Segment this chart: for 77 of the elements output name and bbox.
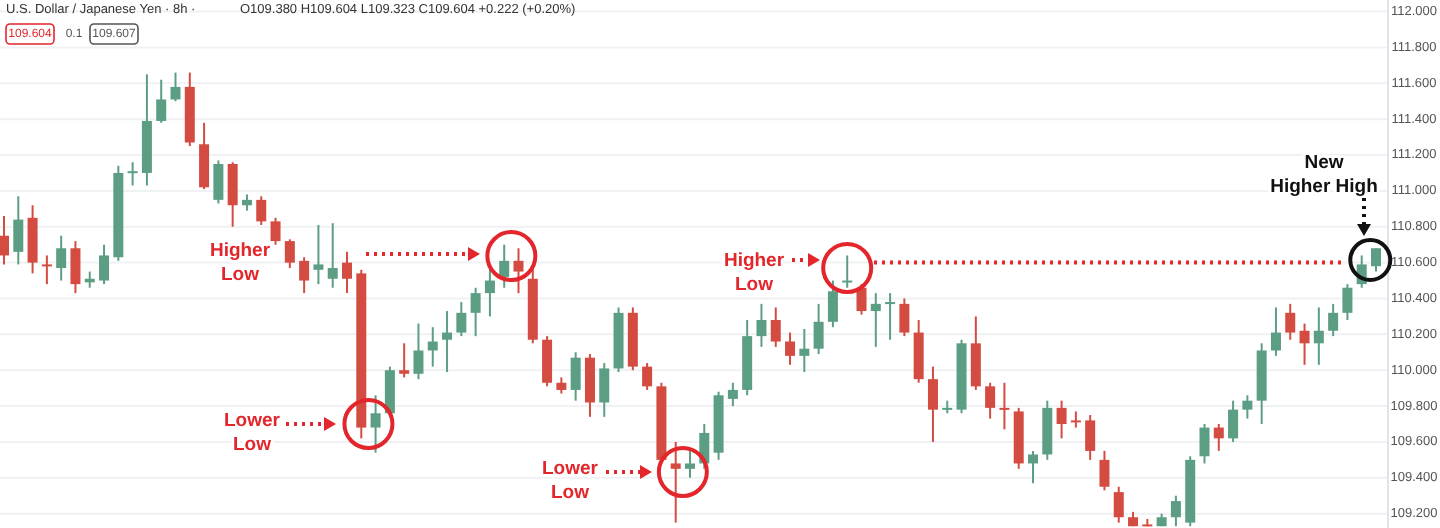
candlestick (785, 331, 796, 366)
candlestick (299, 256, 310, 295)
annotation: Lower Low (224, 410, 281, 456)
candlestick (213, 159, 224, 205)
candlestick (813, 302, 824, 356)
candlestick (770, 306, 781, 348)
candlestick (456, 301, 467, 338)
candlestick (885, 292, 896, 341)
candlestick (1070, 410, 1081, 429)
candlestick (570, 351, 581, 402)
candlestick (1371, 247, 1381, 273)
candlestick (1228, 399, 1239, 443)
candlestick (342, 250, 352, 295)
candlestick (870, 292, 881, 348)
candlestick (227, 161, 238, 228)
annotation: New Higher High (1270, 152, 1379, 198)
candlestick (1242, 394, 1253, 420)
candlestick (842, 254, 853, 289)
candlestick (1313, 306, 1324, 366)
candlestick (685, 449, 695, 479)
candlestick (827, 279, 838, 329)
annotation: Higher Low (723, 250, 785, 296)
annotation: Higher Low (209, 240, 271, 286)
candlestick (199, 121, 210, 191)
candlestick (1270, 306, 1281, 357)
candlestick (970, 315, 981, 391)
candlestick (1299, 322, 1310, 366)
candlestick (1170, 494, 1181, 528)
candlestick (985, 381, 996, 420)
candlestick (270, 216, 281, 246)
candlestick (1328, 302, 1339, 338)
candlestick (642, 362, 653, 391)
candlestick (470, 286, 481, 338)
candlestick (1199, 423, 1210, 465)
candlestick (1056, 399, 1067, 440)
candlestick (256, 195, 267, 226)
candlestick (756, 302, 767, 348)
candlestick (170, 71, 181, 103)
candlestick (484, 267, 495, 318)
candlestick (284, 238, 295, 269)
candlestick (442, 310, 453, 373)
candlestick (370, 394, 381, 454)
candlestick (1213, 423, 1224, 452)
candlestick (0, 215, 9, 266)
candlestick (513, 247, 524, 295)
candlestick (1342, 283, 1353, 321)
candlestick (13, 195, 24, 266)
candlestick (1085, 414, 1096, 461)
candlestick (727, 381, 738, 408)
candlestick (56, 234, 67, 282)
candlestick (799, 327, 810, 373)
candlestick (584, 353, 595, 418)
candlestick (913, 319, 924, 384)
candlestick (927, 365, 938, 443)
candlestick (856, 283, 867, 316)
candlestick (542, 335, 553, 388)
candlestick (1028, 449, 1038, 485)
candlestick (599, 362, 610, 418)
candlestick (99, 243, 110, 286)
candlestick (127, 161, 138, 187)
candlestick (70, 240, 81, 295)
candlestick (999, 381, 1010, 431)
candlestick (413, 322, 424, 381)
candlestick (327, 222, 338, 289)
candlestick (899, 297, 910, 338)
candlestick (1113, 485, 1124, 524)
candlestick (1042, 399, 1053, 461)
candlestick (313, 223, 324, 286)
candlestick (27, 204, 38, 275)
candlestick (670, 440, 681, 524)
annotation: Lower Low (542, 458, 599, 504)
candlestick (1099, 449, 1110, 492)
candlestick (41, 254, 52, 286)
candlestick (399, 342, 410, 379)
candlestick (1285, 302, 1296, 341)
candlestick (156, 78, 167, 124)
candlestick (499, 243, 510, 289)
